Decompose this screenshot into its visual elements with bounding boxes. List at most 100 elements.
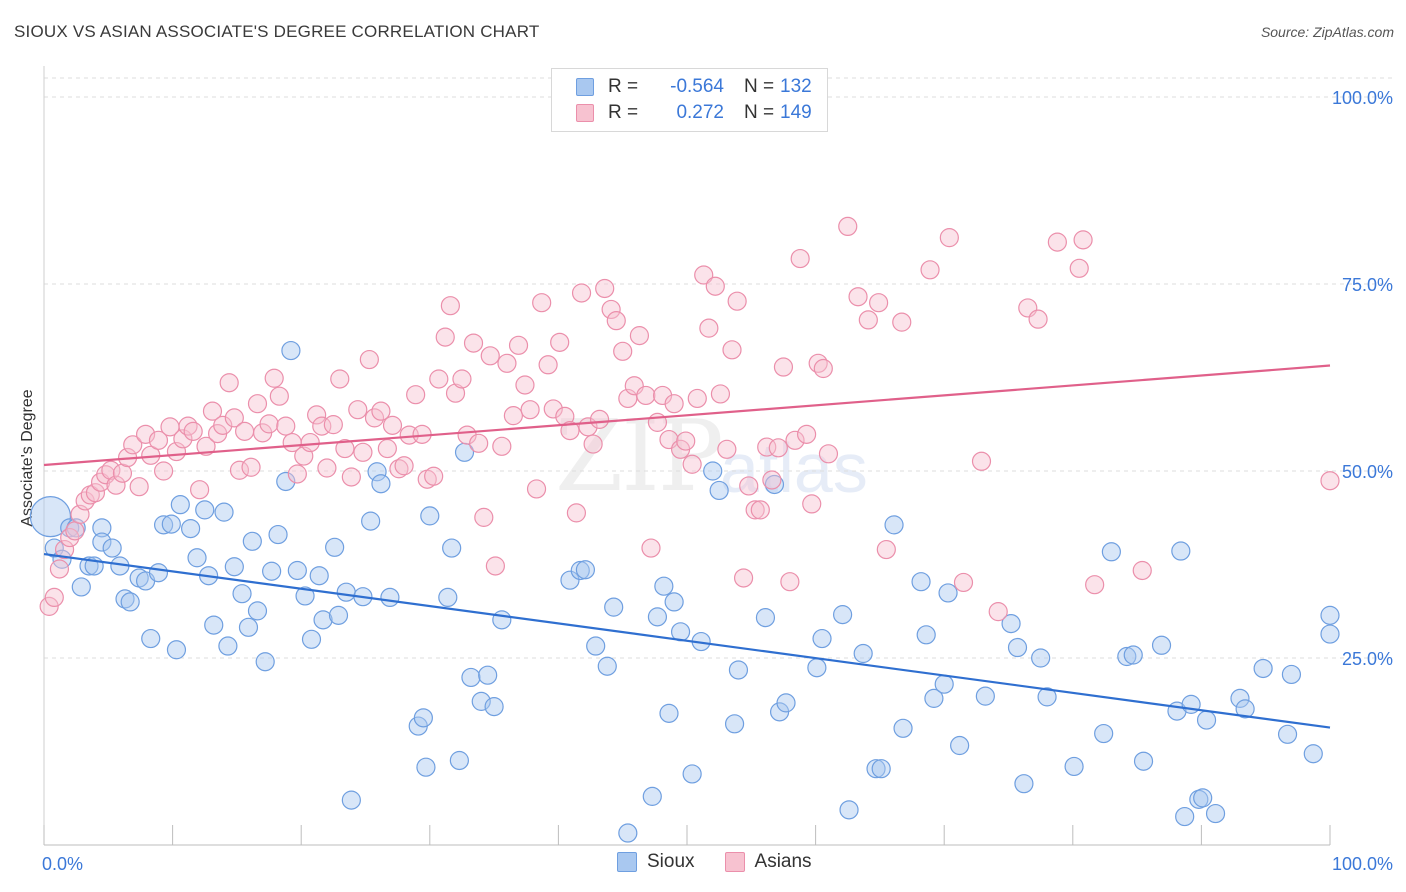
asian-point	[727, 291, 747, 311]
asian-point	[202, 401, 223, 421]
sioux-point	[1101, 542, 1121, 562]
asian-point	[710, 384, 731, 404]
sioux-point	[341, 790, 361, 810]
asian-point	[377, 438, 397, 459]
sioux-point	[728, 660, 749, 680]
sioux-point	[218, 636, 238, 656]
sioux-point	[141, 628, 161, 649]
asian-point	[492, 436, 512, 456]
asian-point	[153, 461, 174, 481]
asian-point	[818, 444, 839, 464]
sioux-point	[1117, 646, 1137, 667]
asian-point	[1028, 309, 1048, 329]
sioux-point	[281, 340, 301, 361]
asian-point	[497, 353, 517, 373]
sioux-point	[1205, 803, 1226, 824]
asian-point	[813, 358, 833, 379]
legend-row-asians: R = 0.272 N = 149	[576, 101, 812, 125]
asian-point	[538, 355, 558, 375]
asian-point	[247, 394, 268, 414]
asian-point	[424, 466, 444, 486]
sioux-point	[938, 583, 958, 603]
sioux-point	[709, 480, 729, 501]
asian-point	[229, 460, 250, 480]
asian-point	[636, 385, 656, 406]
legend-row-sioux: R = -0.564 N = 132	[576, 75, 812, 99]
asian-point	[613, 341, 633, 361]
asians-legend-swatch	[724, 852, 745, 872]
sioux-point	[1303, 744, 1323, 764]
r-value: -0.564	[670, 76, 724, 97]
asian-point	[287, 464, 307, 484]
sioux-swatch	[576, 78, 594, 96]
asian-point	[101, 460, 121, 480]
sioux-point	[313, 610, 333, 630]
sioux-point	[1064, 756, 1084, 777]
sioux-point	[484, 697, 504, 717]
asian-point	[641, 538, 661, 558]
sioux-point	[295, 586, 315, 606]
sioux-point	[654, 576, 674, 596]
asian-point	[892, 312, 912, 332]
sioux-point	[471, 691, 491, 711]
sioux-point	[618, 823, 638, 843]
asians-legend-label: Asians	[754, 851, 812, 872]
asian-point	[848, 287, 868, 307]
asian-point	[264, 368, 284, 388]
sioux-point	[255, 652, 275, 672]
asian-point	[75, 491, 95, 511]
asian-point	[571, 283, 592, 303]
sioux-point	[1037, 687, 1057, 707]
asian-point	[583, 434, 603, 454]
asian-point	[307, 405, 327, 425]
sioux-point	[1320, 624, 1340, 644]
asian-point	[780, 572, 800, 592]
sioux-point	[1277, 724, 1298, 744]
asian-point	[1132, 560, 1152, 581]
r-label: R =	[608, 76, 639, 97]
asian-point	[190, 480, 210, 500]
asian-point	[560, 421, 580, 441]
sioux-point	[975, 686, 995, 706]
asian-point	[480, 346, 500, 366]
asian-point	[1320, 471, 1340, 491]
r-label: R =	[608, 102, 639, 123]
asian-point	[259, 414, 279, 434]
asian-point	[606, 311, 626, 331]
asian-point	[445, 383, 466, 403]
asian-point	[802, 494, 822, 514]
asian-point	[838, 216, 858, 237]
asian-point	[429, 369, 449, 389]
asian-point	[178, 416, 198, 436]
asian-point	[750, 500, 770, 520]
sioux-point	[1123, 645, 1143, 665]
asian-point	[224, 408, 244, 428]
sioux-point	[755, 608, 776, 628]
asian-point	[463, 333, 484, 353]
sioux-point	[478, 665, 498, 685]
sioux-point	[262, 561, 282, 581]
asian-point	[717, 439, 737, 459]
asian-point	[664, 394, 684, 414]
x-tick-label: 100.0%	[1332, 854, 1393, 874]
asian-point	[276, 416, 296, 436]
asian-point	[503, 406, 523, 426]
sioux-point	[413, 708, 433, 728]
asian-point	[269, 386, 289, 406]
n-label: N =	[744, 102, 775, 123]
sioux-point	[92, 518, 112, 538]
asian-point	[768, 438, 788, 458]
sioux-point	[170, 495, 190, 515]
sioux-point	[166, 640, 187, 660]
r-value: 0.272	[676, 102, 724, 123]
sioux-point	[724, 714, 745, 734]
sioux-point	[1094, 723, 1114, 744]
sioux-point	[336, 582, 356, 602]
sioux-point	[911, 572, 931, 592]
asian-point	[796, 424, 817, 444]
asian-point	[359, 349, 379, 370]
correlation-legend: R = -0.564 N = 132 R = 0.272 N = 149	[551, 68, 828, 132]
asian-point	[44, 587, 64, 608]
asian-point	[745, 500, 765, 520]
